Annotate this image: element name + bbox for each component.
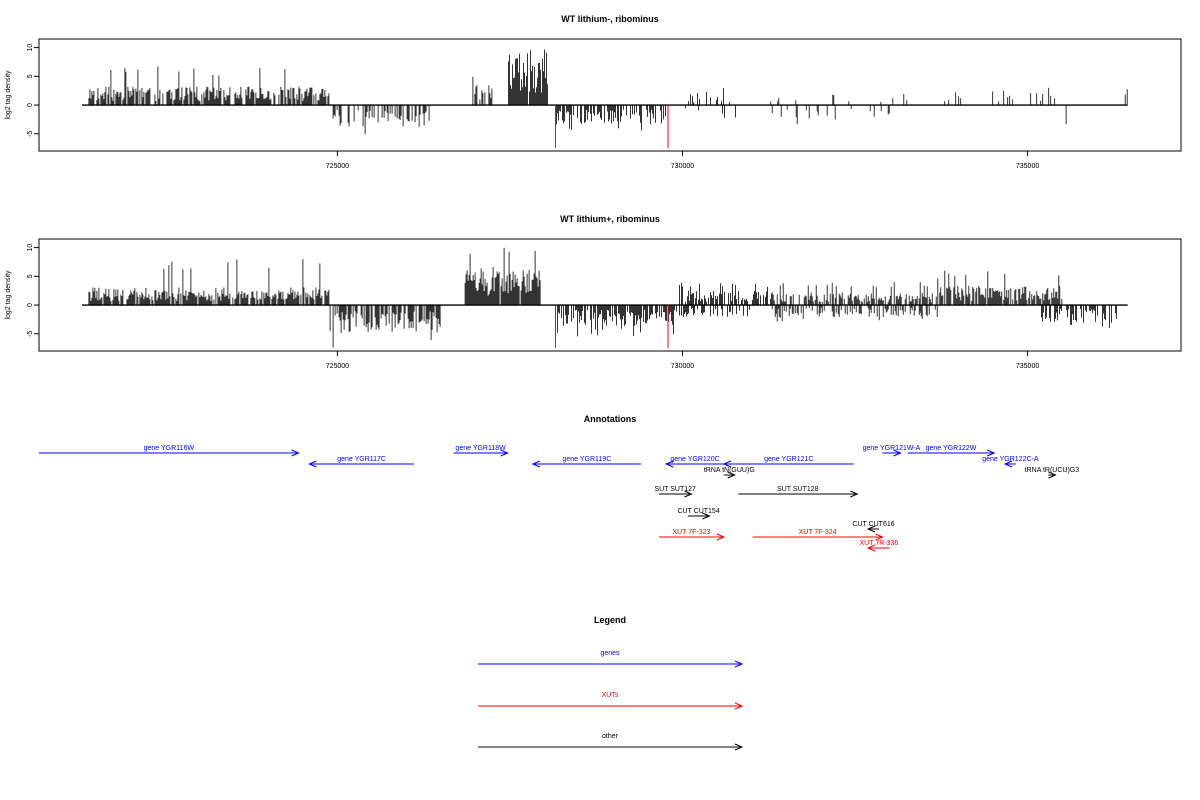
annotation-arrow: gene YGR120C (664, 456, 724, 468)
track-panel-lithium-plus: WT lithium+, ribominus log2 tag density … (5, 214, 1182, 370)
annotation-label: tRNA tN(GUU)G (704, 467, 755, 474)
annotation-arrow: CUT CUT154 (677, 508, 720, 520)
track-panel-lithium-minus: WT lithium-, ribominus log2 tag density … (5, 14, 1182, 170)
y-tick-label: -5 (27, 131, 34, 137)
annotation-arrow: gene YGR116W (39, 445, 300, 457)
annotation-label: SUT SUT128 (777, 486, 819, 493)
legend-panel: Legend genes XUTs other (478, 615, 744, 751)
legend-item: XUTs (478, 692, 744, 710)
annotation-label: SUT SUT127 (654, 486, 696, 493)
y-tick-label: 0 (27, 103, 34, 107)
x-tick-label: 725000 (326, 363, 349, 370)
y-axis-label: log2 tag density (5, 270, 12, 320)
annotations-title: Annotations (584, 414, 637, 424)
annotation-label: gene YGR120C (670, 456, 719, 463)
y-axis-label: log2 tag density (5, 70, 12, 120)
annotation-arrow: gene YGR117C (308, 456, 414, 468)
annotation-label: gene YGR118W (455, 445, 506, 452)
annotation-features: gene YGR116W gene YGR117C gene YGR118W gene… (39, 445, 1080, 552)
legend-item: other (478, 733, 744, 751)
x-tick-label: 735000 (1016, 363, 1039, 370)
annotation-arrow: gene YGR122W (907, 445, 996, 457)
annotation-arrow: XUT 7F-324 (752, 529, 884, 541)
legend-item: genes (478, 650, 744, 668)
annotation-arrow: SUT SUT127 (654, 486, 696, 498)
annotation-label: gene YGR122C-A (982, 456, 1039, 463)
legend-label: other (602, 733, 619, 740)
signal-bars (82, 49, 1128, 149)
x-tick-label: 735000 (1016, 163, 1039, 170)
annotation-label: XUT 7F-324 (799, 529, 837, 536)
signal-bars (82, 247, 1128, 349)
y-tick-label: 10 (27, 44, 34, 52)
y-tick-label: 5 (27, 74, 34, 78)
annotation-arrow: gene YGR121C (722, 456, 854, 468)
annotation-label: gene YGR122W (926, 445, 977, 452)
annotation-label: gene YGR119C (563, 456, 612, 463)
axes: -5 0 5 10 725000 730000 735000 (27, 44, 1040, 170)
axes: -5 0 5 10 725000 730000 735000 (27, 244, 1040, 370)
y-tick-label: 0 (27, 303, 34, 307)
x-tick-label: 725000 (326, 163, 349, 170)
annotation-arrow: tRNA tN(GUU)G (704, 467, 755, 479)
annotation-label: gene YGR121W-A (863, 445, 921, 452)
legend-items: genes XUTs other (478, 650, 744, 751)
panel-title: WT lithium+, ribominus (560, 214, 660, 224)
panel-title: WT lithium-, ribominus (561, 14, 659, 24)
annotation-arrow: gene YGR122C-A (982, 456, 1039, 468)
annotation-arrow: gene YGR121W-A (863, 445, 921, 457)
annotation-label: XUT 7R-336 (860, 540, 899, 547)
y-tick-label: -5 (27, 331, 34, 337)
annotation-label: gene YGR121C (764, 456, 813, 463)
annotation-arrow: CUT CUT616 (852, 521, 895, 533)
legend-title: Legend (594, 615, 626, 625)
y-tick-label: 10 (27, 244, 34, 252)
legend-label: XUTs (602, 692, 619, 699)
annotation-label: CUT CUT154 (677, 508, 719, 515)
plot-frame (38, 38, 1182, 152)
plot-frame (38, 238, 1182, 352)
x-tick-label: 730000 (671, 363, 694, 370)
annotation-label: gene YGR117C (337, 456, 386, 463)
y-tick-label: 5 (27, 274, 34, 278)
annotation-label: CUT CUT616 (852, 521, 894, 528)
annotation-label: tRNA tR(UCU)G3 (1025, 467, 1080, 474)
annotation-arrow: XUT 7R-336 (860, 540, 899, 552)
annotation-label: XUT 7F-323 (672, 529, 710, 536)
annotation-arrow: gene YGR119C (531, 456, 641, 468)
annotation-arrow: XUT 7F-323 (658, 529, 726, 541)
annotation-arrow: gene YGR118W (453, 445, 509, 457)
annotation-label: gene YGR116W (144, 445, 195, 452)
annotation-arrow: SUT SUT128 (738, 486, 859, 498)
annotation-arrow: tRNA tR(UCU)G3 (1025, 467, 1080, 479)
x-tick-label: 730000 (671, 163, 694, 170)
legend-label: genes (600, 650, 620, 657)
